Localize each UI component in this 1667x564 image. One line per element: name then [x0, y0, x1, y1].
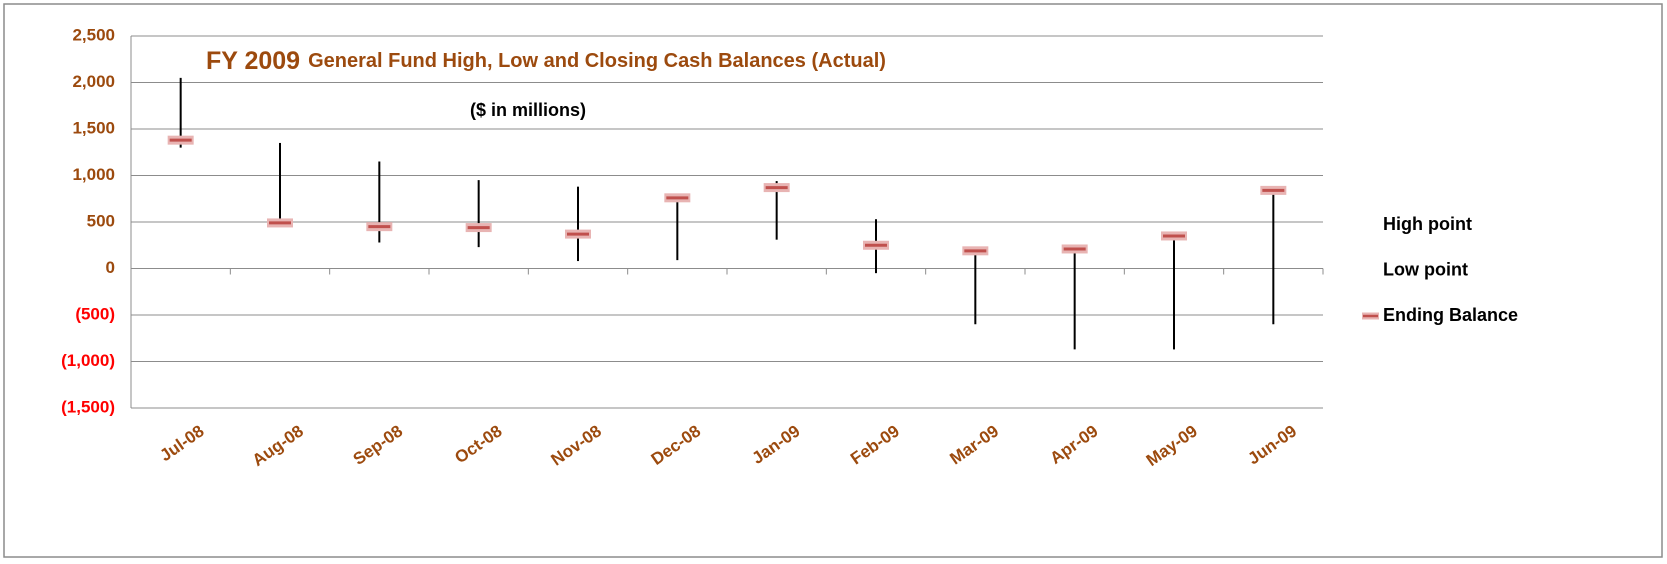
legend-label: Low point — [1383, 259, 1468, 279]
y-tick-label: 500 — [87, 211, 115, 230]
chart-title: FY 2009 General Fund High, Low and Closin… — [206, 47, 886, 75]
ending-balance-marker — [763, 183, 790, 193]
y-tick-label: (1,500) — [61, 397, 115, 416]
y-tick-label: (1,000) — [61, 351, 115, 370]
legend-label: High point — [1383, 214, 1472, 234]
ending-balance-marker — [366, 222, 393, 232]
ending-balance-marker — [962, 246, 989, 256]
ending-balance-marker — [664, 193, 691, 203]
ending-balance-marker — [1161, 231, 1187, 241]
legend-label: Ending Balance — [1383, 305, 1518, 325]
y-tick-label: 0 — [106, 258, 115, 277]
chart-border — [3, 3, 1663, 558]
ending-balance-marker — [1061, 244, 1088, 254]
y-tick-label: 1,500 — [72, 118, 115, 137]
ending-balance-marker — [1260, 185, 1287, 195]
y-tick-label: 2,000 — [72, 72, 115, 91]
ending-balance-marker — [167, 135, 194, 145]
ending-balance-marker — [465, 223, 492, 233]
y-tick-label: 2,500 — [72, 25, 115, 44]
title-detail: General Fund High, Low and Closing Cash … — [308, 50, 886, 72]
title-main: FY 2009 — [206, 47, 300, 75]
y-tick-label: 1,000 — [72, 165, 115, 184]
ending-balance-marker — [863, 240, 889, 250]
y-tick-label: (500) — [75, 304, 115, 323]
subtitle: ($ in millions) — [470, 100, 586, 120]
ending-balance-marker — [267, 218, 293, 228]
ending-balance-marker — [565, 229, 591, 239]
